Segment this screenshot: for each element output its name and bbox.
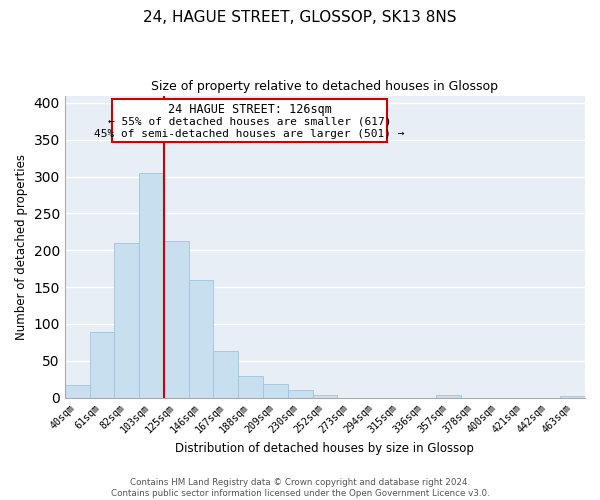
Text: ← 55% of detached houses are smaller (617): ← 55% of detached houses are smaller (61… xyxy=(108,116,391,126)
Bar xyxy=(436,396,461,398)
Y-axis label: Number of detached properties: Number of detached properties xyxy=(15,154,28,340)
Bar xyxy=(89,332,115,398)
Bar xyxy=(139,173,164,398)
Bar xyxy=(313,394,337,398)
Text: Contains HM Land Registry data © Crown copyright and database right 2024.
Contai: Contains HM Land Registry data © Crown c… xyxy=(110,478,490,498)
Bar xyxy=(115,243,139,398)
Bar xyxy=(288,390,313,398)
Bar xyxy=(238,376,263,398)
Bar xyxy=(188,280,214,398)
X-axis label: Distribution of detached houses by size in Glossop: Distribution of detached houses by size … xyxy=(175,442,475,455)
Bar xyxy=(214,351,238,398)
Bar xyxy=(263,384,288,398)
Bar xyxy=(164,240,188,398)
Title: Size of property relative to detached houses in Glossop: Size of property relative to detached ho… xyxy=(151,80,499,93)
Text: 45% of semi-detached houses are larger (501) →: 45% of semi-detached houses are larger (… xyxy=(94,129,405,139)
Text: 24, HAGUE STREET, GLOSSOP, SK13 8NS: 24, HAGUE STREET, GLOSSOP, SK13 8NS xyxy=(143,10,457,25)
Text: 24 HAGUE STREET: 126sqm: 24 HAGUE STREET: 126sqm xyxy=(167,103,331,116)
Bar xyxy=(65,385,89,398)
Bar xyxy=(560,396,585,398)
FancyBboxPatch shape xyxy=(112,98,388,142)
